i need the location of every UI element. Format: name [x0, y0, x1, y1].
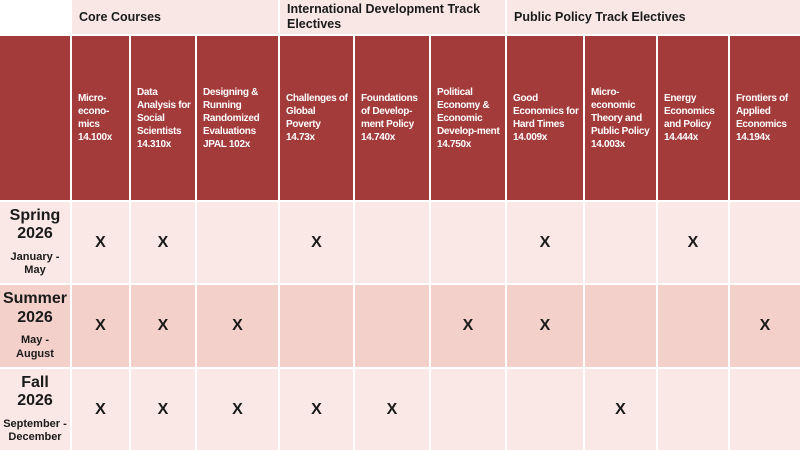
schedule-cell	[658, 369, 728, 450]
group-header-core-courses: Core Courses	[72, 0, 278, 34]
schedule-cell	[585, 285, 656, 367]
course-code: 14.750x	[437, 138, 472, 150]
term-label: Summer 2026	[2, 290, 68, 326]
schedule-cell: X	[280, 202, 353, 283]
term-months: January - May	[10, 250, 60, 277]
schedule-cell: X	[131, 369, 195, 450]
course-header-political-economy: Political Economy & Economic Develop-men…	[431, 36, 505, 200]
course-title: Micro-economic Theory and Public Policy	[591, 86, 650, 137]
schedule-cell: X	[585, 369, 656, 450]
group-label: Public Policy Track Electives	[514, 9, 686, 24]
course-code: 14.009x	[513, 132, 548, 143]
course-header-randomized-evaluations: Designing & Running Randomized Evaluatio…	[197, 36, 278, 200]
schedule-cell: X	[72, 202, 129, 283]
term-months: September - December	[3, 417, 67, 444]
schedule-cell: X	[72, 285, 129, 367]
group-header-international-development: International Development Track Elective…	[280, 0, 505, 34]
course-title: Data Analysis for Social Scientists	[137, 86, 191, 137]
course-title: Frontiers of Applied Economics	[736, 93, 788, 130]
term-months: May - August	[16, 334, 54, 360]
course-title: Energy Economics and Policy	[664, 93, 715, 130]
course-title: Foundations of Develop-ment Policy	[361, 93, 418, 130]
row-header-spring-2026: Spring 2026 January - May	[0, 202, 70, 283]
row-header-spacer	[0, 36, 70, 200]
schedule-cell: X	[658, 202, 728, 283]
schedule-cell	[730, 202, 800, 283]
group-label: International Development Track Elective…	[287, 2, 481, 31]
term-label: Spring 2026	[9, 206, 61, 243]
course-title: Designing & Running Randomized Evaluatio…	[203, 86, 260, 137]
course-header-data-analysis: Data Analysis for Social Scientists 14.3…	[131, 36, 195, 200]
schedule-cell	[280, 285, 353, 367]
course-title: Good Economics for Hard Times	[513, 93, 579, 130]
course-code: 14.73x	[286, 132, 315, 143]
schedule-cell	[730, 369, 800, 450]
group-label: Core Courses	[79, 9, 161, 24]
course-header-frontiers-applied: Frontiers of Applied Economics 14.194x	[730, 36, 800, 200]
schedule-cell	[585, 202, 656, 283]
course-title: Micro-econo-mics	[78, 93, 109, 130]
group-header-public-policy: Public Policy Track Electives	[507, 0, 800, 34]
row-header-fall-2026: Fall 2026 September - December	[0, 369, 70, 450]
row-header-summer-2026: Summer 2026 May - August	[0, 285, 70, 367]
schedule-cell	[431, 202, 505, 283]
schedule-cell	[507, 369, 583, 450]
course-header-development-policy: Foundations of Develop-ment Policy 14.74…	[355, 36, 429, 200]
schedule-cell: X	[280, 369, 353, 450]
course-header-good-economics: Good Economics for Hard Times 14.009x	[507, 36, 583, 200]
schedule-cell	[355, 285, 429, 367]
schedule-cell: X	[131, 285, 195, 367]
course-code: 14.310x	[137, 138, 172, 150]
schedule-cell: X	[197, 285, 278, 367]
schedule-cell	[658, 285, 728, 367]
course-code: 14.444x	[664, 132, 699, 143]
schedule-cell	[197, 202, 278, 283]
schedule-cell: X	[131, 202, 195, 283]
term-label: Fall 2026	[17, 373, 53, 410]
course-code: JPAL 102x	[203, 138, 250, 150]
course-title: Political Economy & Economic Develop-men…	[437, 86, 500, 137]
corner-blank	[0, 0, 70, 34]
course-header-energy-economics: Energy Economics and Policy 14.444x	[658, 36, 728, 200]
course-header-global-poverty: Challenges of Global Poverty 14.73x	[280, 36, 353, 200]
course-header-microeconomics: Micro-econo-mics 14.100x	[72, 36, 129, 200]
schedule-cell: X	[730, 285, 800, 367]
course-code: 14.194x	[736, 132, 771, 143]
course-code: 14.100x	[78, 132, 113, 143]
schedule-cell	[431, 369, 505, 450]
schedule-cell: X	[507, 285, 583, 367]
course-code: 14.740x	[361, 132, 396, 143]
course-header-microeconomic-theory: Micro-economic Theory and Public Policy …	[585, 36, 656, 200]
schedule-cell: X	[197, 369, 278, 450]
schedule-cell: X	[72, 369, 129, 450]
schedule-cell	[355, 202, 429, 283]
schedule-cell: X	[355, 369, 429, 450]
course-title: Challenges of Global Poverty	[286, 93, 348, 130]
schedule-cell: X	[507, 202, 583, 283]
schedule-cell: X	[431, 285, 505, 367]
course-code: 14.003x	[591, 138, 626, 150]
